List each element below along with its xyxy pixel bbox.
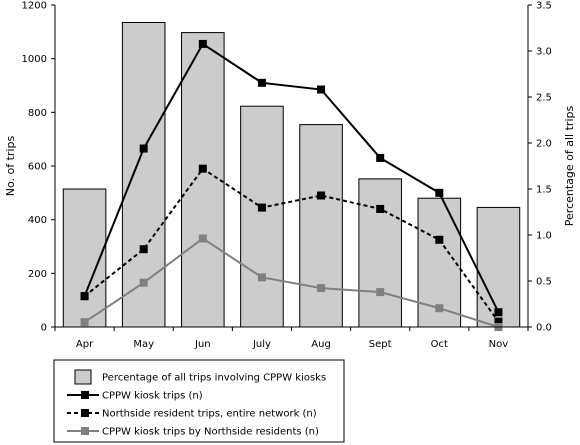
series-1-point-oct	[435, 235, 444, 244]
right-tick-label: 2.0	[536, 139, 552, 150]
legend-label-2: CPPW kiosk trips by Northside residents …	[102, 427, 319, 438]
right-tick-label: 0.5	[536, 277, 552, 288]
series-1-point-apr	[80, 292, 89, 301]
bar-sept	[358, 178, 402, 328]
bar-nov	[476, 206, 521, 328]
legend-label-1: Northside resident trips, entire network…	[102, 409, 317, 420]
series-1-point-sept	[376, 204, 385, 213]
series-1-point-aug	[317, 191, 326, 200]
series-line-0	[83, 42, 500, 313]
x-tick-label-may: May	[133, 339, 154, 350]
left-axis-title: No. of trips	[4, 136, 17, 197]
series-line-1	[83, 167, 500, 323]
series-1-point-nov	[494, 317, 503, 326]
right-tick-label: 2.5	[536, 93, 552, 104]
right-tick-label: 1.0	[536, 231, 552, 242]
x-tick-label-nov: Nov	[489, 339, 509, 350]
right-axis-title: Percentage of all trips	[563, 106, 576, 227]
series-0-point-aug	[317, 85, 326, 94]
left-tick-label: 0	[41, 323, 47, 334]
series-0-point-may	[139, 144, 148, 153]
legend-box	[53, 359, 345, 443]
series-0-point-sept	[376, 153, 385, 162]
lines-layer	[80, 39, 503, 331]
series-1-point-july	[257, 203, 266, 212]
series-2-point-aug	[317, 284, 326, 293]
legend: Percentage of all trips involving CPPW k…	[53, 359, 345, 443]
legend-label-0: CPPW kiosk trips (n)	[102, 391, 203, 402]
series-2-point-apr	[80, 318, 89, 327]
legend-marker-2	[81, 427, 89, 435]
axes-layer: 0 200 400 600 800 1000 1200 0.0 0.5 1.0 1.5 2.0 2.5 3…	[22, 1, 552, 351]
x-tick-label-july: July	[252, 339, 271, 350]
left-tick-label: 400	[28, 215, 47, 226]
right-tick-label: 0.0	[536, 323, 552, 334]
left-tick-label: 1200	[22, 1, 47, 12]
series-2-point-oct	[435, 304, 444, 313]
legend-swatch-bar	[74, 369, 92, 385]
bar-july	[240, 105, 284, 328]
series-1-point-jun	[198, 164, 207, 173]
series-line-2	[84, 237, 499, 328]
bar-apr	[62, 188, 107, 328]
series-2-point-sept	[376, 288, 385, 297]
series-2-point-may	[139, 278, 148, 287]
series-0-point-jun	[198, 39, 207, 48]
series-0-point-oct	[435, 188, 444, 197]
legend-marker-0	[81, 391, 89, 399]
left-tick-label: 800	[28, 108, 47, 119]
x-tick-label-sept: Sept	[369, 339, 392, 350]
right-tick-label: 1.5	[536, 185, 552, 196]
x-tick-label-oct: Oct	[431, 339, 448, 350]
x-tick-label-jun: Jun	[194, 339, 211, 350]
series-0-point-july	[257, 78, 266, 87]
left-tick-label: 200	[28, 269, 47, 280]
series-2-point-july	[257, 273, 266, 282]
left-tick-label: 1000	[22, 54, 47, 65]
right-tick-label: 3.0	[536, 47, 552, 58]
right-tick-label: 3.5	[536, 1, 552, 12]
x-tick-label-apr: Apr	[76, 339, 94, 350]
bar-aug	[299, 124, 343, 328]
bars-layer	[62, 21, 521, 328]
series-0-point-nov	[494, 308, 503, 317]
bar-may	[121, 21, 166, 328]
series-2-point-jun	[198, 234, 207, 243]
bar-jun	[181, 32, 225, 328]
left-tick-label: 600	[28, 162, 47, 173]
series-1-point-may	[139, 245, 148, 254]
legend-marker-1	[81, 409, 89, 417]
legend-label-bar: Percentage of all trips involving CPPW k…	[102, 373, 326, 384]
x-tick-label-aug: Aug	[311, 339, 331, 350]
